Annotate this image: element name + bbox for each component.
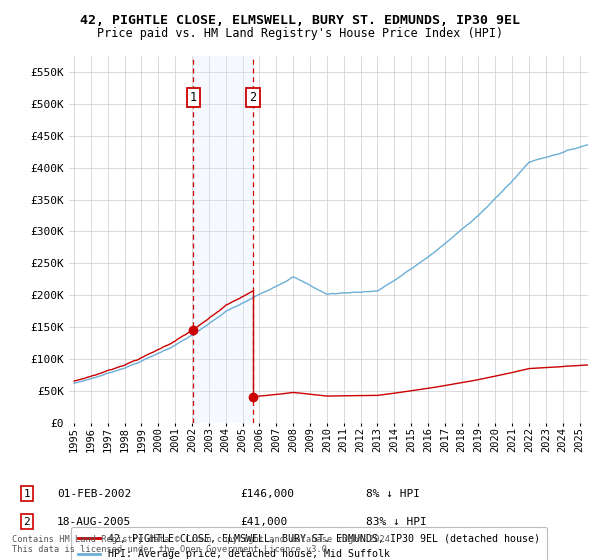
Text: 2: 2 [250,91,257,104]
Bar [193,56,253,423]
Text: Price paid vs. HM Land Registry's House Price Index (HPI): Price paid vs. HM Land Registry's House … [97,27,503,40]
Legend: 42, PIGHTLE CLOSE, ELMSWELL, BURY ST. EDMUNDS, IP30 9EL (detached house), HPI: A: 42, PIGHTLE CLOSE, ELMSWELL, BURY ST. ED… [71,527,547,560]
Text: 83% ↓ HPI: 83% ↓ HPI [366,517,427,527]
Text: £146,000: £146,000 [240,489,294,499]
Text: £41,000: £41,000 [240,517,287,527]
Text: 8% ↓ HPI: 8% ↓ HPI [366,489,420,499]
Text: 2: 2 [23,517,31,527]
Text: 1: 1 [23,489,31,499]
Text: 18-AUG-2005: 18-AUG-2005 [57,517,131,527]
Text: 01-FEB-2002: 01-FEB-2002 [57,489,131,499]
Text: 42, PIGHTLE CLOSE, ELMSWELL, BURY ST. EDMUNDS, IP30 9EL: 42, PIGHTLE CLOSE, ELMSWELL, BURY ST. ED… [80,14,520,27]
Text: Contains HM Land Registry data © Crown copyright and database right 2024.: Contains HM Land Registry data © Crown c… [12,535,395,544]
Text: 1: 1 [190,91,197,104]
Text: This data is licensed under the Open Government Licence v3.0.: This data is licensed under the Open Gov… [12,545,332,554]
